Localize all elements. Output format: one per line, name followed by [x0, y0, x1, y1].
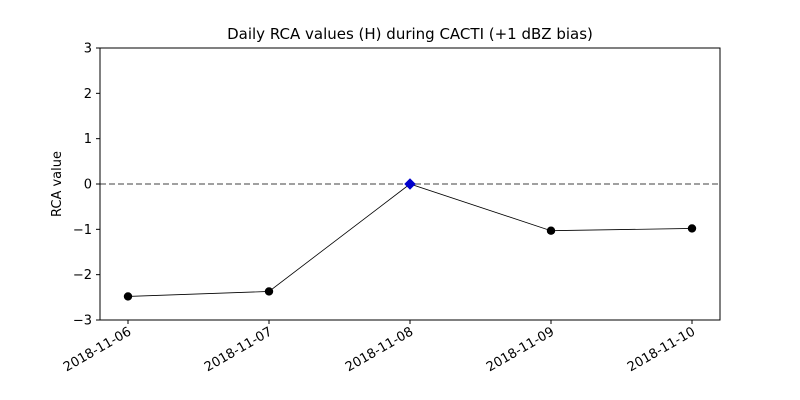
chart-title: Daily RCA values (H) during CACTI (+1 dB… — [227, 25, 593, 43]
y-tick-label: −1 — [73, 223, 92, 238]
y-tick-label: 3 — [84, 42, 92, 57]
y-tick-label: 2 — [84, 87, 92, 102]
data-point — [687, 224, 697, 233]
data-point — [546, 226, 556, 235]
y-tick-label: −2 — [73, 268, 92, 283]
y-tick-label: 0 — [84, 178, 92, 193]
y-tick-label: −3 — [73, 314, 92, 329]
y-tick-label: 1 — [84, 132, 92, 147]
data-point — [264, 287, 274, 296]
data-point — [123, 292, 133, 301]
data-point-diamond — [404, 178, 416, 190]
y-axis-label: RCA value — [50, 151, 65, 217]
